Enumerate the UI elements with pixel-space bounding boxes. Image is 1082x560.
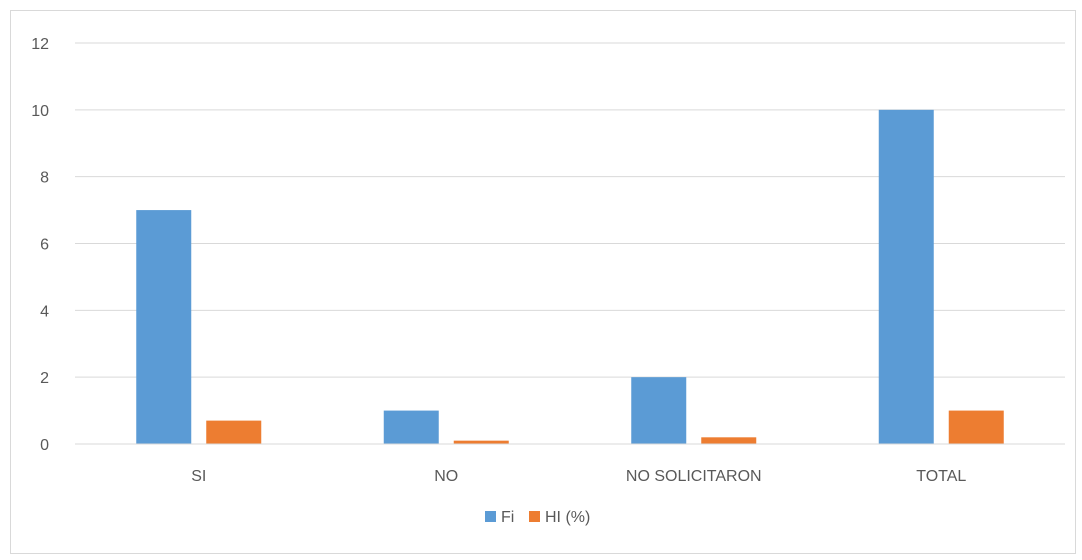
y-tick-label: 6 xyxy=(40,237,49,254)
bar-fi-2 xyxy=(631,377,687,444)
bar-hi-0 xyxy=(206,420,262,444)
legend-swatch-hi xyxy=(529,511,540,522)
category-label: TOTAL xyxy=(916,468,966,485)
y-tick-label: 0 xyxy=(40,437,49,454)
category-label: NO SOLICITARON xyxy=(626,468,762,485)
y-axis-ticks: 0 2 4 6 8 10 12 xyxy=(31,36,49,454)
bar-hi-1 xyxy=(453,440,509,444)
legend: Fi HI (%) xyxy=(485,509,590,526)
bar-chart: 0 2 4 6 8 10 12 SI NO NO SOLICITARON TOTAL Fi HI (… xyxy=(31,36,1065,526)
category-labels: SI NO NO SOLICITARON TOTAL xyxy=(191,468,966,485)
y-tick-label: 8 xyxy=(40,170,49,187)
legend-label-fi: Fi xyxy=(501,509,514,526)
bar-hi-2 xyxy=(701,437,757,444)
chart-frame: 0 2 4 6 8 10 12 SI NO NO SOLICITARON TOTAL Fi HI (… xyxy=(10,10,1076,554)
category-label: SI xyxy=(191,468,206,485)
bar-fi-1 xyxy=(383,410,439,444)
bars xyxy=(136,109,1004,444)
bar-hi-3 xyxy=(948,410,1004,444)
legend-swatch-fi xyxy=(485,511,496,522)
y-tick-label: 2 xyxy=(40,370,49,387)
y-tick-label: 4 xyxy=(40,303,49,320)
bar-fi-0 xyxy=(136,210,192,444)
y-tick-label: 12 xyxy=(31,36,49,53)
y-tick-label: 10 xyxy=(31,103,49,120)
category-label: NO xyxy=(434,468,458,485)
bar-fi-3 xyxy=(878,109,934,444)
legend-label-hi: HI (%) xyxy=(545,509,590,526)
